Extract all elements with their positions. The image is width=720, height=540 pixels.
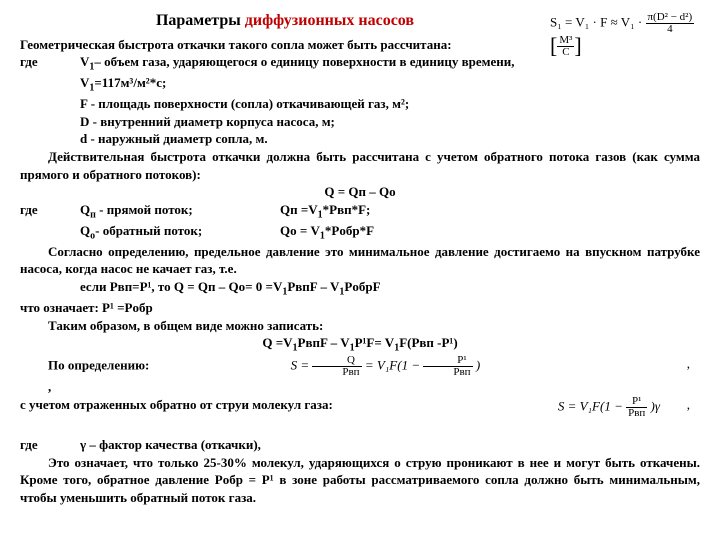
chto-oznach: что означает: P¹ =Pобр [20, 299, 700, 317]
title-black: Параметры [156, 12, 245, 29]
soglasno: Согласно определению, предельное давлени… [20, 243, 700, 278]
row-gamma: где γ – фактор качества (откачки), [20, 436, 700, 454]
d-big-def: D - внутренний диаметр корпуса насоса, м… [20, 113, 700, 131]
bracket-close: ] [574, 36, 581, 56]
qo-label: - обратный поток; [95, 223, 202, 238]
esli-eq: если Pвп=P¹, то Q = Qп – Qо= 0 =V1PвпF –… [20, 278, 700, 299]
gde-label: где [20, 54, 38, 69]
formula-top-left: S₁ = V₁ · F ≈ V₁ · [550, 14, 642, 29]
formula-top-right: S₁ = V₁ · F ≈ V₁ · π(D² − d²) 4 [ М³ С ] [550, 10, 700, 58]
real-speed: Действительная быстрота откачки должна б… [20, 148, 700, 183]
title-red: диффузионных насосов [245, 12, 414, 29]
row-qp: где Qп - прямой поток; Qп =V1*Pвп*F; [20, 201, 700, 222]
frac-pi: π(D² − d²) 4 [646, 12, 695, 35]
row-v1-def: где V1– объем газа, ударяющегося о едини… [20, 53, 550, 74]
d-small-def: d - наружный диаметр сопла, м. [20, 130, 700, 148]
comma-2: , [687, 396, 690, 414]
frac-unit: М³ С [557, 35, 574, 58]
formula-s-bot: S = V₁F(1 − P¹Pвп )γ [558, 396, 660, 419]
q-eq: Q = Qп – Qо [20, 183, 700, 201]
eto-oznach: Это означает, что только 25-30% молекул,… [20, 454, 700, 507]
v1-val: V1=117м³/м²*с; [20, 74, 700, 95]
po-opred: По определению: S = QPвп = V₁F(1 − P¹Pвп… [20, 355, 700, 378]
comma-1: , [659, 355, 690, 373]
takim: Таким образом, в общем виде можно записа… [20, 317, 700, 335]
row-qo: Qо- обратный поток; Qо = V1*Pобр*F [20, 222, 700, 243]
formula-s-mid: S = QPвп = V₁F(1 − P¹Pвп ) [263, 355, 481, 378]
qp-label: - прямой поток; [96, 202, 193, 217]
bracket-open: [ [550, 36, 557, 56]
comma-lone: , [20, 378, 700, 396]
f-def: F - площадь поверхности (сопла) откачива… [20, 95, 700, 113]
q-long: Q =V1PвпF – V1P¹F= V1F(Pвп -P¹) [20, 334, 700, 355]
v1-def: – объем газа, ударяющегося о единицу пов… [94, 54, 514, 69]
s-uchetom: S = V₁F(1 − P¹Pвп )γ с учетом отраженных… [20, 396, 700, 414]
gamma-def: γ – фактор качества (откачки), [80, 437, 261, 452]
